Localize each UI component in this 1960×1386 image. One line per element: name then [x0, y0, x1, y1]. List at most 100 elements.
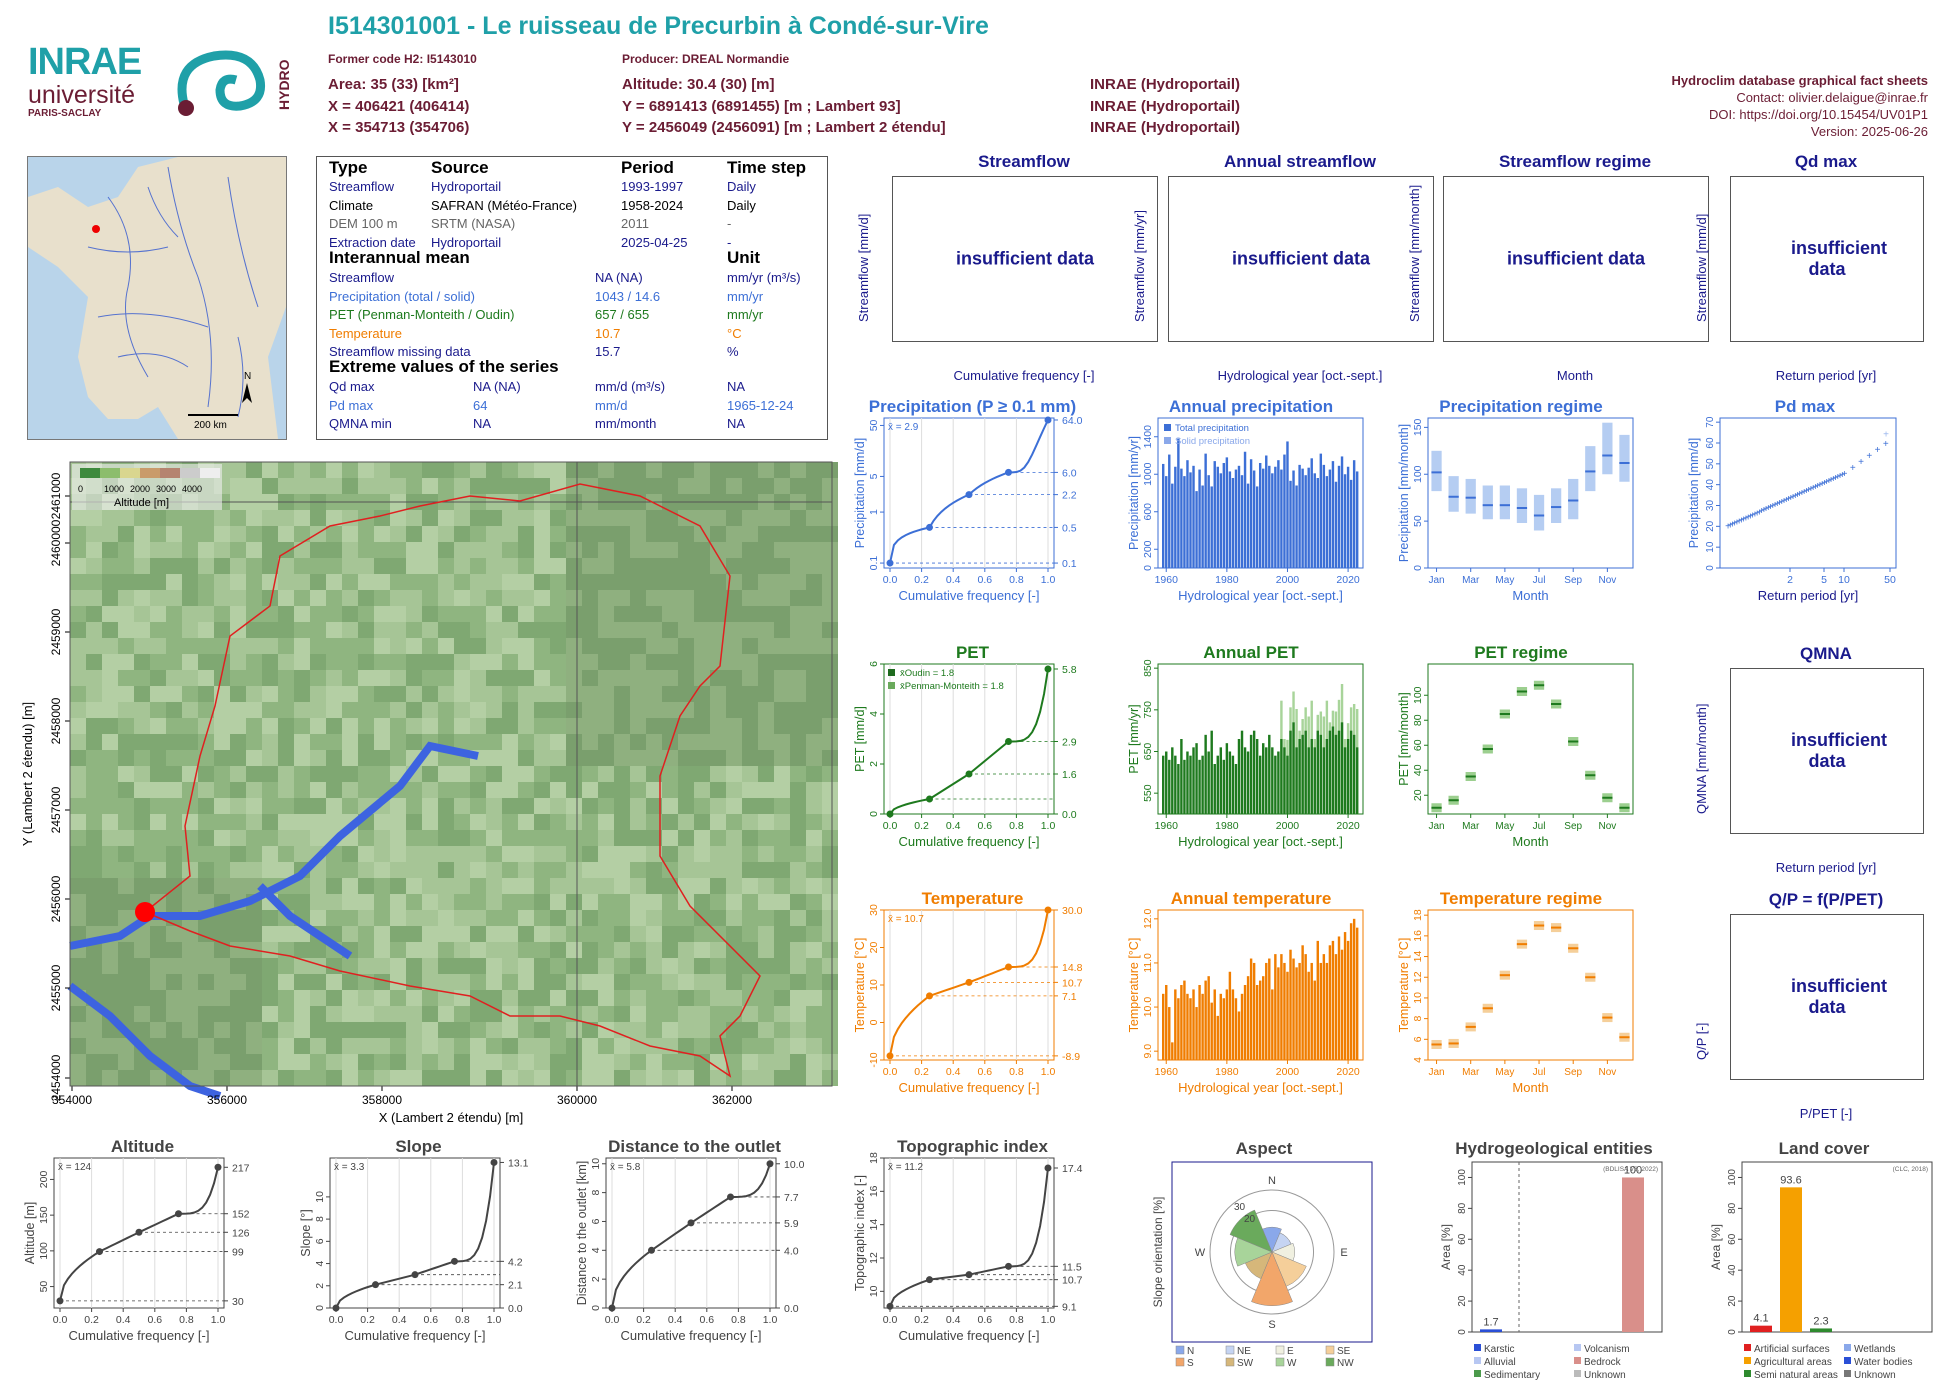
annual_pet-xtick: 1960	[1155, 820, 1179, 832]
north-arrow-icon	[242, 383, 252, 403]
universite-logo-text: université	[28, 81, 135, 109]
hydro-logo: HYDRO	[164, 44, 294, 120]
map-ytick: 2460000	[49, 519, 63, 566]
pd-max-point: +	[1828, 475, 1834, 486]
catchment-map-svg: 0 1000 2000 3000 4000 Altitude [m] 354000 35600…	[20, 461, 838, 1125]
pet_cdf-right-tick: 0.0	[1062, 809, 1077, 821]
annual_pet-xlabel: Hydrological year [oct.-sept.]	[1178, 834, 1343, 849]
annual_temp-ytick: 12.0	[1142, 908, 1154, 929]
annual_precip-xtick: 1960	[1155, 574, 1179, 586]
pd-max-point: +	[1727, 520, 1733, 531]
pet_regime-xtick: May	[1495, 821, 1514, 832]
info-header-extreme: Extreme values of the series	[329, 357, 559, 376]
qp-title: Q/P = f(P/PET)	[1768, 890, 1884, 909]
temp_cdf-right-tick: 14.8	[1062, 962, 1083, 974]
mean-unit: °C	[727, 325, 742, 341]
annual_temp-chart: Annual temperature 1960 1980 2000 2020 9.0 10.…	[1126, 888, 1376, 1103]
annual_precip-bar	[1265, 455, 1268, 568]
pd-max-point: +	[1739, 515, 1745, 526]
pet_regime-xlabel: Month	[1512, 834, 1548, 849]
temp_regime-xtick: Jul	[1533, 1067, 1546, 1078]
temp_cdf-xlabel: Cumulative frequency [-]	[899, 1080, 1040, 1095]
slope_cdf-ylabel: Slope [°]	[299, 1209, 313, 1256]
precip_regime-xtick: Mar	[1462, 575, 1480, 586]
annual_pet-bar	[1237, 739, 1241, 814]
paris-saclay-logo-text: PARIS-SACLAY	[28, 108, 102, 119]
map-legend-tick: 1000	[104, 484, 124, 494]
precip_cdf-right-tick: 64.0	[1062, 415, 1083, 427]
precip_cdf-ytick: 50	[868, 419, 880, 431]
annual_pet-title: Annual PET	[1203, 643, 1299, 662]
pd_max-svg: Pd max++++++++++++++++++++++++++++++++++…	[1687, 397, 1897, 603]
annual_precip-ytick: 600	[1142, 503, 1154, 521]
annual_precip-bar	[1195, 491, 1198, 568]
pd_max-ytick: 40	[1705, 479, 1716, 491]
map-ytick: 2457000	[49, 786, 63, 833]
france-minimap: N 200 km	[27, 156, 287, 440]
altitude_cdf-chart: Altitude 217 152 126 99 30 0.0 0.2 0.4 0.6 0.8 1.0 5…	[20, 1136, 265, 1351]
annual_temp-bar	[1355, 927, 1359, 1060]
topo_cdf-svg: Topographic index 17.4 11.5 10.7 9.1 0.0 0.2 0.…	[853, 1137, 1083, 1343]
pd_max-ytick: 20	[1705, 520, 1716, 532]
area: Area: 35 (33) [km²]	[328, 76, 459, 93]
annual_precip-bar	[1340, 456, 1344, 568]
pd-max-point: +	[1790, 492, 1796, 503]
annual_precip-bar	[1298, 464, 1301, 568]
annual_pet-bar	[1228, 751, 1232, 814]
version: Version: 2025-06-26	[1810, 124, 1928, 139]
info-step: Daily	[727, 197, 756, 213]
topo_cdf-ytick: 14	[868, 1219, 880, 1231]
annual_temp-bar	[1171, 1042, 1174, 1060]
pet_regime-xtick: Jan	[1428, 821, 1444, 832]
precip_regime-xlabel: Month	[1512, 588, 1548, 603]
distance_cdf-right-tick: 4.0	[784, 1245, 799, 1257]
map-legend-tick: 2000	[130, 484, 150, 494]
info-source: Hydroportail	[431, 179, 502, 194]
topo_cdf-xtick: 0.6	[977, 1314, 992, 1326]
annual_temp-bar	[1201, 993, 1204, 1060]
mean-value: 15.7	[595, 344, 621, 359]
pet_cdf-right-tick: 5.8	[1062, 664, 1077, 676]
annual_pet-bar	[1255, 739, 1259, 814]
slope_cdf-right-tick: 2.1	[508, 1280, 523, 1292]
aspect-sector	[1229, 1209, 1273, 1253]
info-header-mean: Interannual mean	[329, 248, 470, 267]
annual_precip-legend: Solid precipitation	[1175, 436, 1250, 447]
slope_cdf-title: Slope	[395, 1137, 441, 1156]
temp_regime-svg: Temperature regime Jan Mar May Jul Sep Nov 4 6 8 1…	[1397, 889, 1634, 1095]
annual_precip-bar	[1204, 453, 1207, 568]
pet_cdf-xlabel: Cumulative frequency [-]	[899, 834, 1040, 849]
pet_cdf-xtick: 0.6	[977, 820, 992, 832]
precip_regime-ytick: 50	[1412, 515, 1424, 527]
qmna-panel: insufficient data	[1730, 668, 1924, 834]
annual_temp-bar	[1265, 962, 1268, 1060]
annual_precip-ytick: 0	[1142, 565, 1154, 571]
slope_cdf-right-tick: 4.2	[508, 1256, 523, 1268]
precip_regime-ytick: 150	[1412, 418, 1424, 436]
info-header-source: Source	[431, 158, 489, 177]
slope_cdf-mean: x̄ = 3.3	[334, 1162, 365, 1173]
altitude_cdf-xtick: 0.6	[147, 1314, 162, 1326]
annual_precip-title: Annual precipitation	[1169, 397, 1333, 416]
annual_temp-bar	[1168, 1007, 1171, 1060]
precip_regime-ytick: 0	[1412, 565, 1424, 571]
precip_cdf-chart: Precipitation (P ≥ 0.1 mm) 64.0 6.0 2.2 0.5 0…	[850, 396, 1095, 611]
annual_temp-bar	[1313, 980, 1316, 1060]
annual_precip-bar	[1240, 475, 1244, 568]
info-period: 1958-2024	[621, 197, 684, 213]
outlet-marker	[135, 902, 155, 922]
pd-max-point: +	[1777, 498, 1783, 509]
map-ytick: 2461000	[49, 472, 63, 519]
producer: Producer: DREAL Normandie	[622, 52, 790, 66]
annual_temp-bar	[1249, 958, 1253, 1060]
pd-max-point: +	[1734, 517, 1740, 528]
precip_cdf-ylabel: Precipitation [mm/d]	[853, 438, 867, 548]
pd-max-point: +	[1795, 490, 1801, 501]
extreme-unit: mm/d	[595, 397, 628, 413]
annual_pet-bar	[1271, 747, 1274, 814]
coord-source-3: INRAE (Hydroportail)	[1090, 119, 1240, 136]
mean-unit: mm/yr	[727, 307, 764, 322]
qmna-title: QMNA	[1800, 644, 1852, 663]
annual_temp-xtick: 1960	[1155, 1066, 1179, 1078]
precip_regime-box	[1619, 434, 1630, 482]
